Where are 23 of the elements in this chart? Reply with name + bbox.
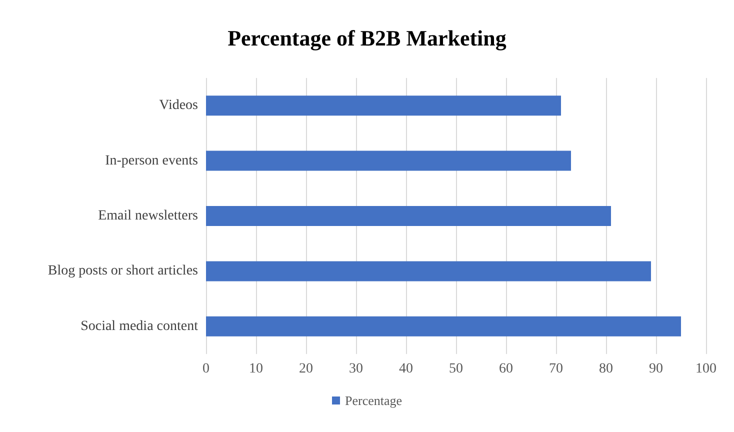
x-tick-label: 50: [449, 362, 463, 376]
y-tick-label: Social media content: [80, 318, 198, 334]
chart-title: Percentage of B2B Marketing: [228, 26, 506, 50]
x-tick-label: 20: [299, 362, 313, 376]
x-tick-label: 0: [202, 362, 210, 376]
bar: [206, 316, 681, 336]
y-tick-label: Blog posts or short articles: [48, 264, 198, 279]
y-tick-label: In-person events: [105, 153, 198, 168]
bar: [206, 261, 651, 282]
x-tick-label: 100: [696, 362, 716, 376]
bar: [206, 150, 571, 171]
x-tick-label: 40: [399, 362, 413, 376]
y-tick-label: Email newsletters: [98, 208, 198, 224]
x-tick-label: 30: [349, 362, 363, 376]
legend-label: Percentage: [344, 393, 402, 408]
x-tick-label: 90: [649, 362, 663, 376]
bar: [206, 96, 561, 116]
x-tick-label: 60: [499, 362, 513, 376]
x-tick-label: 10: [249, 362, 263, 376]
y-tick-label: Videos: [159, 98, 198, 114]
x-tick-label: 70: [549, 362, 563, 376]
bar: [206, 206, 611, 226]
x-tick-label: 80: [599, 362, 613, 376]
